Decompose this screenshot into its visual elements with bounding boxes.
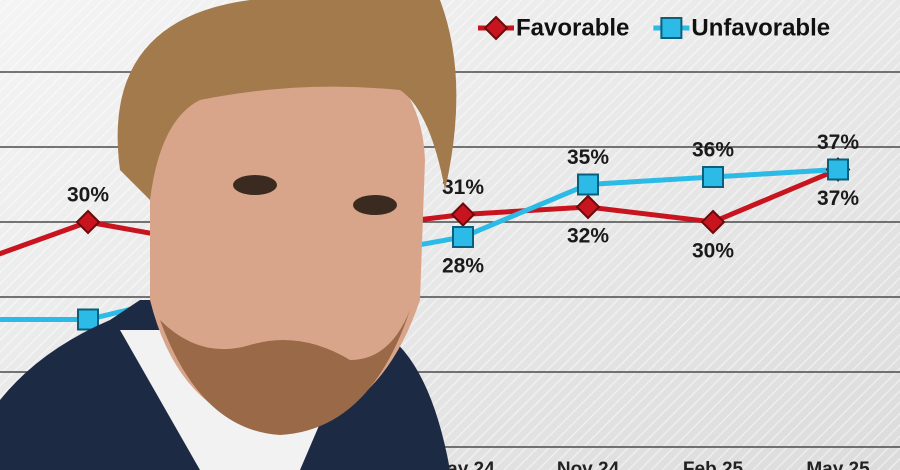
value-label: 28% bbox=[442, 255, 484, 278]
value-label: 31% bbox=[442, 176, 484, 199]
hair bbox=[117, 0, 457, 200]
value-label: 32% bbox=[567, 225, 609, 248]
value-label: 37% bbox=[817, 187, 859, 210]
legend: Favorable Unfavorable bbox=[478, 14, 830, 41]
marker bbox=[577, 173, 599, 196]
x-tick-label: May 25 bbox=[806, 459, 870, 470]
marker bbox=[452, 226, 474, 248]
legend-marker bbox=[660, 17, 683, 39]
marker bbox=[700, 209, 726, 235]
marker bbox=[450, 202, 476, 227]
eye bbox=[353, 195, 397, 215]
marker bbox=[827, 158, 849, 181]
value-label: 35% bbox=[567, 146, 609, 169]
x-tick-label: Nov 24 bbox=[557, 459, 620, 470]
value-label: 30% bbox=[692, 240, 734, 263]
photo bbox=[0, 0, 457, 470]
beard bbox=[160, 310, 410, 435]
marker bbox=[575, 194, 601, 220]
marker bbox=[702, 166, 724, 188]
value-label: 36% bbox=[692, 139, 734, 162]
marker bbox=[75, 209, 101, 235]
value-label: 30% bbox=[67, 184, 109, 207]
legend-label: Unfavorable bbox=[691, 14, 830, 41]
marker bbox=[77, 308, 99, 331]
legend-marker bbox=[483, 15, 509, 41]
x-tick-label: Feb 25 bbox=[683, 459, 744, 470]
value-label: 37% bbox=[817, 131, 859, 154]
eye bbox=[233, 175, 277, 195]
x-tick-label: May 24 bbox=[431, 459, 495, 470]
legend-label: Favorable bbox=[516, 14, 629, 41]
face bbox=[150, 40, 425, 430]
